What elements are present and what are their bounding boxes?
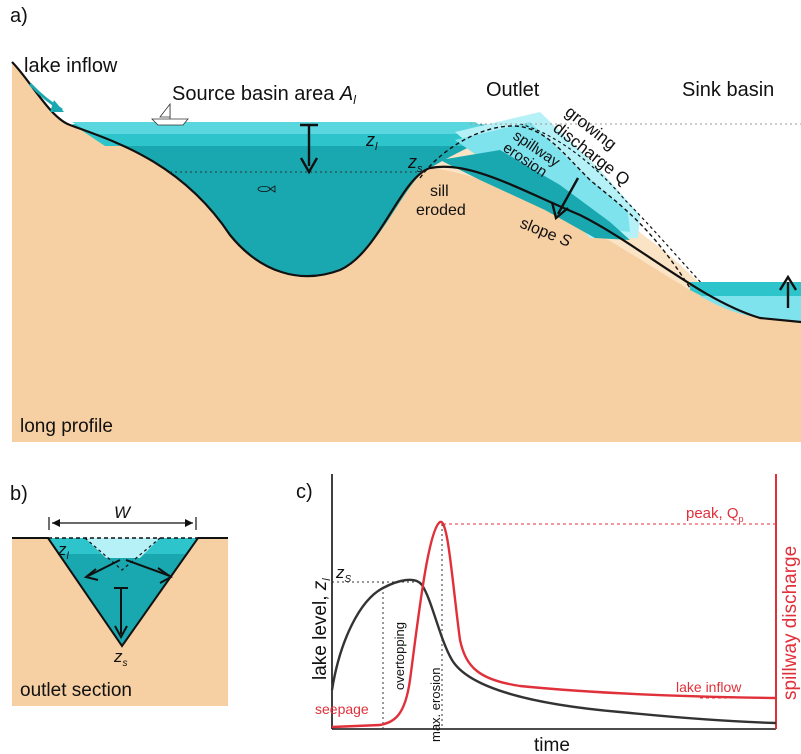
spillway-erosion-arrowhead (550, 201, 569, 221)
eroded-sill-dashed-outline (419, 125, 691, 289)
zl-section-label: zl (57, 540, 70, 562)
lake-level-curve (330, 578, 777, 725)
panel-a-letter: a) (10, 5, 28, 27)
lake-inflow-arrowhead (50, 100, 64, 112)
width-arrowhead-left (52, 519, 60, 527)
lake-inflow-chart-label: lake inflow (676, 679, 742, 695)
panel-b: b) W zl zs outlet section (10, 483, 228, 706)
long-profile-label: long profile (20, 416, 113, 437)
erosion-arrowhead-left (83, 568, 99, 581)
terrain-profile-line (11, 61, 801, 324)
spillway-erosion-arrow (556, 177, 580, 215)
sink-basin-label: Sink basin (682, 79, 774, 101)
right-axis-label: spillway discharge (780, 546, 801, 700)
x-axis-label: time (534, 735, 570, 754)
y-axis-label: lake level, zl (310, 578, 333, 680)
erosion-arrowhead-down (114, 625, 128, 640)
panel-c-letter: c) (296, 481, 313, 503)
source-lake-top-band (72, 122, 495, 134)
zs-section-label: zs (113, 647, 128, 669)
outlet-channel-pale-wedge (85, 538, 160, 558)
outlet-dashed-section (84, 537, 161, 571)
panel-c: c) lake level, zl time spillway discharg… (296, 474, 801, 754)
outlet-channel-water (48, 538, 198, 646)
overtopping-label: overtopping (392, 622, 407, 690)
sill-eroded-label-2: eroded (416, 202, 466, 219)
outlet-label: Outlet (486, 79, 540, 101)
zl-label: zl (365, 130, 378, 153)
erosion-arrow-right (125, 559, 171, 577)
erosion-arrow-left (87, 559, 121, 577)
max-erosion-label: max. erosion (428, 668, 443, 742)
fish-icon (257, 185, 276, 193)
sink-basin-light (700, 296, 801, 322)
zs-chart-label: zS (335, 563, 352, 585)
panel-b-letter: b) (10, 483, 28, 505)
discharge-curve (331, 520, 777, 729)
width-arrowhead-right (185, 519, 193, 527)
boat-icon (151, 102, 189, 126)
sink-level-rise-arrowhead (778, 274, 798, 291)
source-basin-label: Source basin area Al (172, 83, 356, 107)
outlet-section-label: outlet section (20, 680, 132, 701)
seepage-label: seepage (315, 701, 369, 717)
lake-level-fall-arrowhead (299, 157, 319, 175)
outlet-channel-outline (12, 537, 228, 648)
zs-label: zs (407, 152, 423, 175)
panel-a: a) lake inflow Source basin area Al Outl… (10, 5, 801, 442)
lake-inflow-label: lake inflow (24, 55, 118, 77)
width-label: W (114, 503, 132, 522)
peak-label: peak, Qp (686, 505, 744, 524)
sill-eroded-label-1: sill (430, 183, 449, 200)
source-lake-water (72, 124, 520, 277)
erosion-arrowhead-right (157, 567, 173, 584)
